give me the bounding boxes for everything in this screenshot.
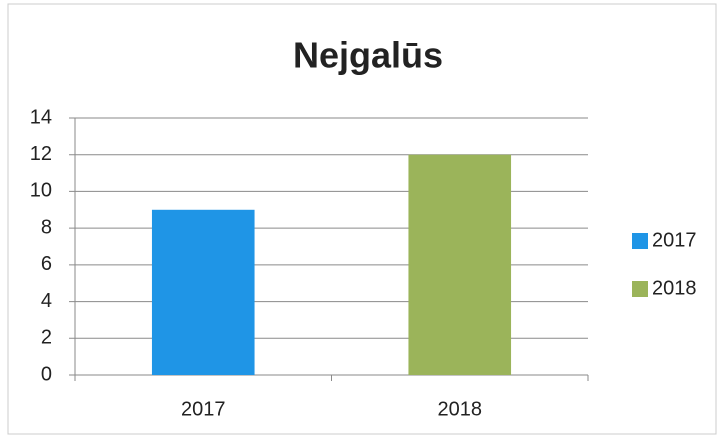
legend-label: 2017 [652, 229, 697, 251]
x-tick-label: 2018 [438, 398, 483, 420]
y-tick-label: 8 [41, 216, 52, 238]
x-tick-label: 2017 [181, 398, 226, 420]
legend-label: 2018 [652, 277, 697, 299]
y-tick-label: 0 [41, 363, 52, 385]
y-tick-label: 14 [30, 106, 52, 128]
chart-title: Nejgalūs [293, 35, 443, 76]
y-tick-label: 12 [30, 143, 52, 165]
legend-swatch [632, 233, 648, 249]
bar [408, 154, 512, 375]
legend-swatch [632, 281, 648, 297]
y-tick-label: 6 [41, 253, 52, 275]
y-tick-label: 2 [41, 327, 52, 349]
y-tick-label: 4 [41, 290, 52, 312]
bar [151, 209, 255, 375]
chart-frame [7, 3, 717, 435]
y-tick-label: 10 [30, 180, 52, 202]
